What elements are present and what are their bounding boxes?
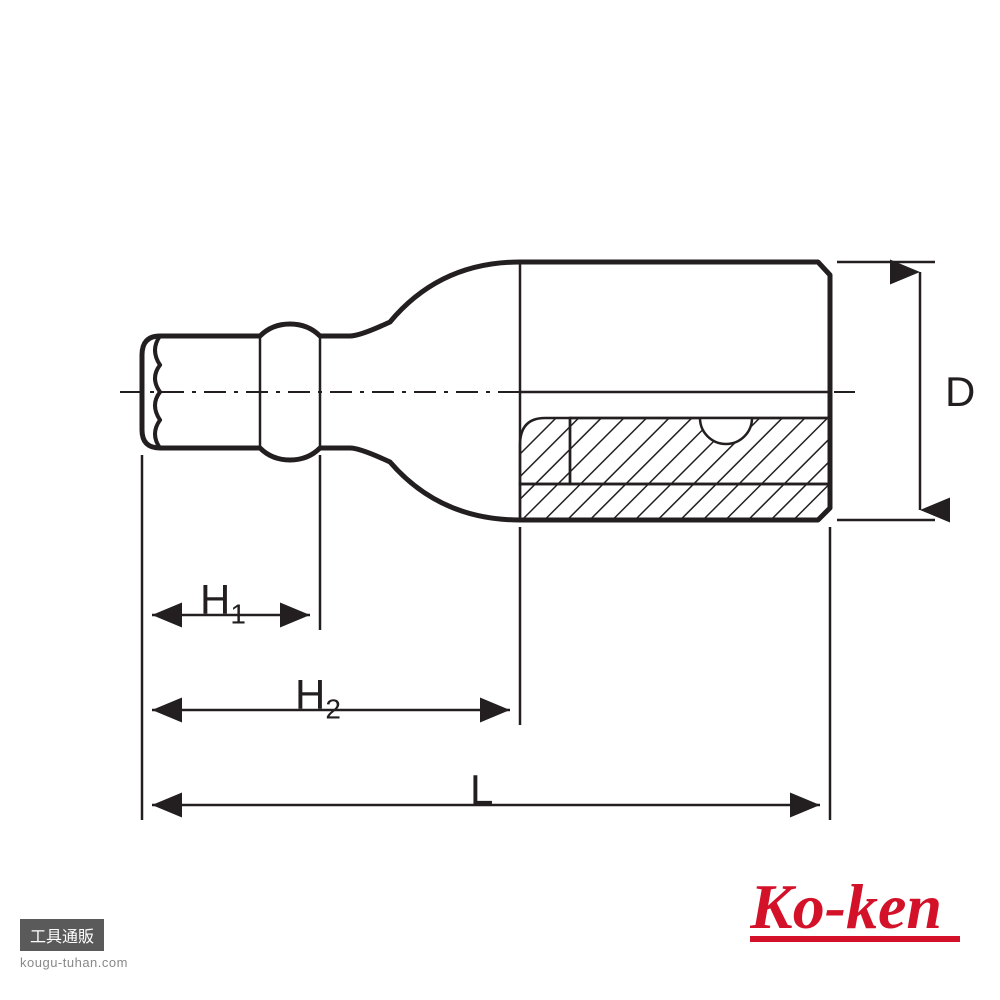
dim-label-d: D (945, 368, 975, 416)
dim-label-h1: H1 (200, 576, 246, 630)
footer-source: 工具通販 kougu-tuhan.com (20, 919, 128, 970)
brand-logo: Ko-ken (750, 870, 970, 955)
cross-section (520, 392, 830, 520)
footer-box: 工具通販 (20, 919, 104, 951)
dimension-lines (152, 272, 920, 805)
bit-lobes (155, 336, 160, 448)
dim-label-l: L (470, 766, 493, 814)
logo-text: Ko-ken (750, 871, 942, 942)
footer-url: kougu-tuhan.com (20, 955, 128, 970)
dim-label-h2: H2 (295, 671, 341, 725)
